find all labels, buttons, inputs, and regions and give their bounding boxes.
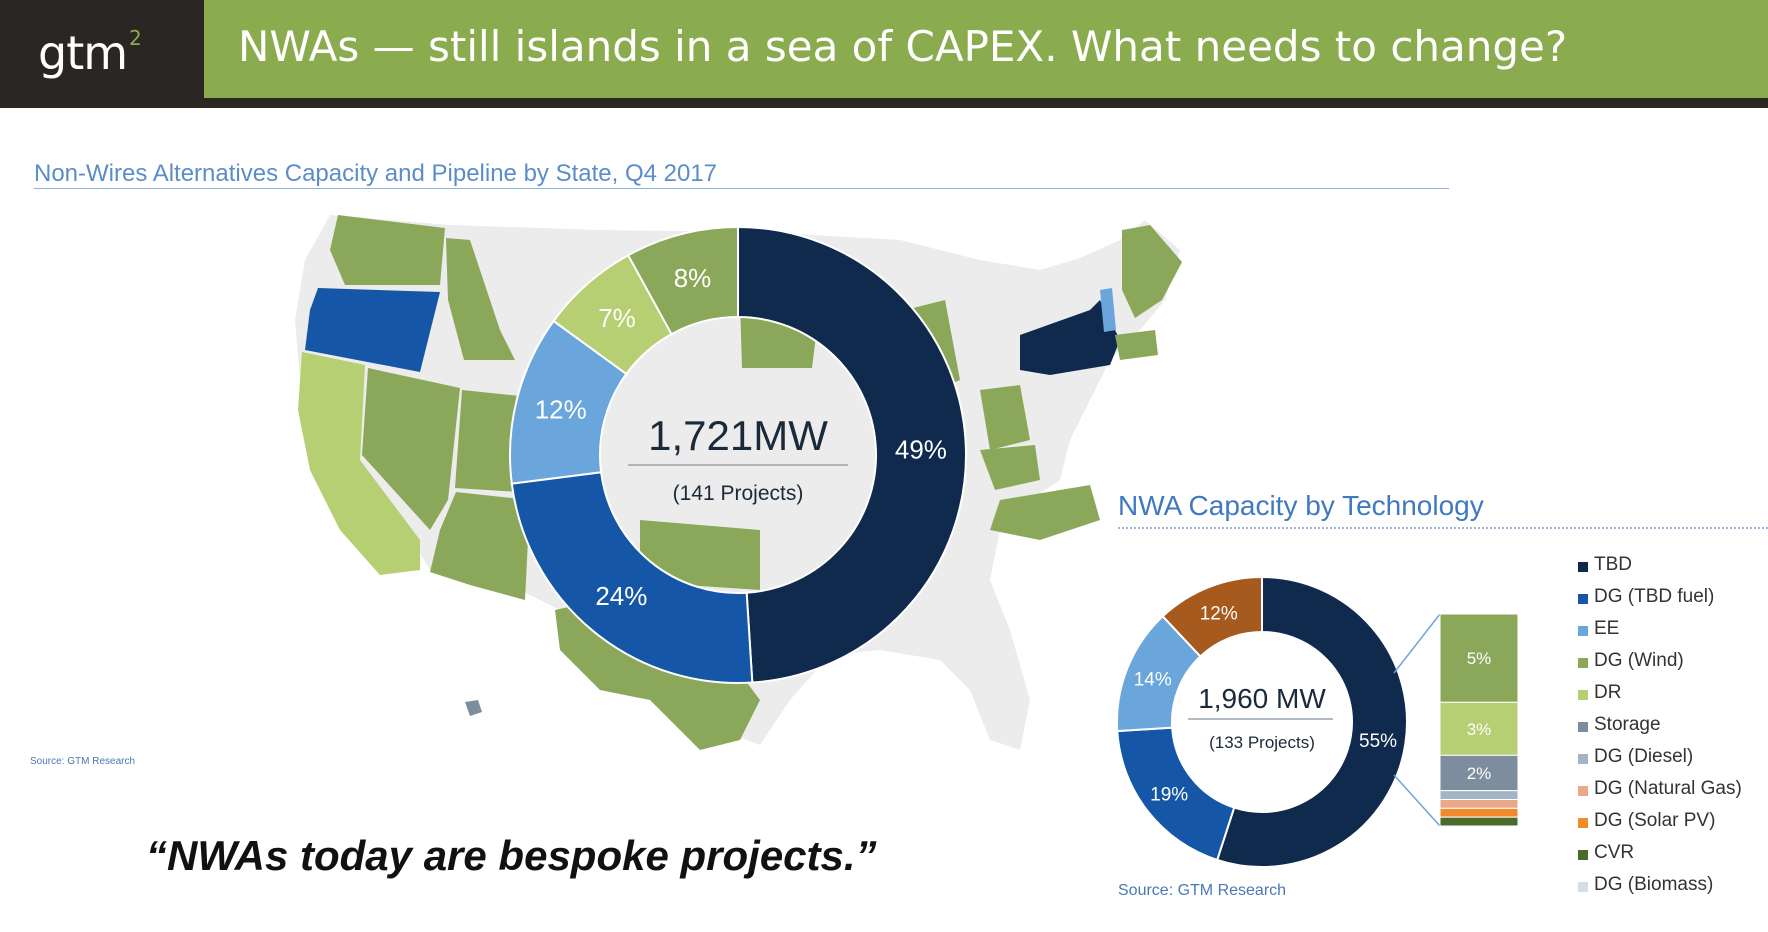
state-idaho [446,238,515,360]
state-ohio [980,385,1030,450]
slide-title: NWAs — still islands in a sea of CAPEX. … [238,22,1568,71]
quote-text: “NWAs today are bespoke projects.” [146,832,877,879]
breakdown-segment-label: 2% [1467,764,1492,783]
state-new-england [1115,330,1158,360]
legend-label: Storage [1594,714,1661,735]
legend-swatch [1578,722,1588,732]
legend-swatch [1578,690,1588,700]
breakdown-connector-bottom [1393,774,1441,827]
tech-donut-slice-label: 12% [1200,603,1238,624]
legend-label: DG (TBD fuel) [1594,586,1715,607]
gtm-logo: gtm 2 [38,26,142,80]
map-title-rule [34,188,1449,189]
state-donut-slice [626,225,739,336]
legend-swatch [1578,626,1588,636]
breakdown-connector-top [1393,613,1441,674]
state-oregon [305,288,440,372]
legend-swatch [1578,850,1588,860]
state-washington [330,215,445,285]
title-bar: NWAs — still islands in a sea of CAPEX. … [204,0,1768,98]
breakdown-segment-label: 5% [1467,649,1492,668]
state-donut-slice-label: 24% [595,581,647,611]
breakdown-segment [1439,754,1519,792]
state-west-virginia [980,445,1040,490]
state-donut-slice-label: 12% [535,395,587,425]
legend-label: DG (Diesel) [1594,746,1694,767]
state-donut-slice-label: 7% [598,303,636,333]
legend-swatch [1578,562,1588,572]
legend-label: CVR [1594,842,1635,863]
legend-label: DG (Wind) [1594,650,1684,671]
state-donut-slice-label: 49% [895,434,947,464]
capacity-by-state-donut: 49% 24% 12% 7% 8% [509,225,967,684]
tech-chart-title: NWA Capacity by Technology [1118,490,1484,521]
legend-swatch [1578,754,1588,764]
breakdown-segment [1439,799,1519,809]
map-chart-title: Non-Wires Alternatives Capacity and Pipe… [34,160,718,187]
us-map-base [295,215,1180,750]
logo-box: gtm 2 [0,0,204,108]
tech-donut-slice-label: 55% [1359,731,1397,752]
state-california [298,352,420,575]
breakdown-segment [1439,613,1519,703]
legend-label: EE [1594,618,1620,639]
breakdown-segment [1439,790,1519,801]
legend-swatch [1578,818,1588,828]
state-arizona [430,492,530,600]
state-donut-slice [737,225,967,684]
state-donut-slice-label: 8% [674,263,712,293]
legend-label: DR [1594,682,1622,703]
donut2-center-value: 1,960 MW [1198,683,1326,714]
legend-swatch [1578,658,1588,668]
state-virginia-carolinas [990,485,1100,540]
state-new-york [1020,300,1120,375]
breakdown-bar: 5% 3% 2% [1439,613,1519,827]
tech-donut-slice-label: 19% [1150,785,1188,806]
legend-swatch [1578,594,1588,604]
legend-label: TBD [1594,554,1632,575]
tech-source-note: Source: GTM Research [1118,882,1287,899]
map-source-note: Source: GTM Research [30,756,136,767]
state-nevada [362,368,460,530]
state-maine [1122,225,1182,318]
state-vermont [1100,288,1116,332]
legend-label: DG (Solar PV) [1594,810,1716,831]
logo-text: gtm [38,26,128,80]
capacity-by-technology-donut: 55% 19% 14% 12% [1116,575,1408,868]
breakdown-segment [1439,701,1519,756]
breakdown-segment [1439,807,1519,818]
donut2-center-sub: (133 Projects) [1209,733,1315,752]
donut1-center-sub: (141 Projects) [673,482,804,505]
legend-swatch [1578,786,1588,796]
tech-donut-slice [1215,575,1408,868]
tech-donut-slice [1161,575,1263,658]
state-utah [455,390,520,492]
breakdown-segment-label: 3% [1467,720,1492,739]
tech-donut-slice-label: 14% [1134,669,1172,690]
donut1-center-value: 1,721MW [648,412,828,459]
logo-superscript: 2 [129,26,142,50]
state-donut-slice [510,471,754,684]
tech-title-rule [1118,527,1768,529]
legend-swatch [1578,882,1588,892]
state-oklahoma [640,520,760,590]
legend-label: DG (Biomass) [1594,874,1714,895]
state-alaska-hawaii-marker [465,700,482,716]
legend-label: DG (Natural Gas) [1594,778,1742,799]
breakdown-segment [1439,816,1519,827]
